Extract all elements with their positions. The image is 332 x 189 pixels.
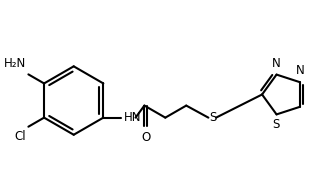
- Text: Cl: Cl: [15, 130, 26, 143]
- Text: S: S: [209, 111, 216, 124]
- Text: N: N: [272, 57, 281, 70]
- Text: S: S: [272, 119, 280, 131]
- Text: H₂N: H₂N: [4, 57, 26, 70]
- Text: HN: HN: [124, 111, 141, 124]
- Text: O: O: [141, 131, 150, 143]
- Text: N: N: [296, 64, 305, 77]
